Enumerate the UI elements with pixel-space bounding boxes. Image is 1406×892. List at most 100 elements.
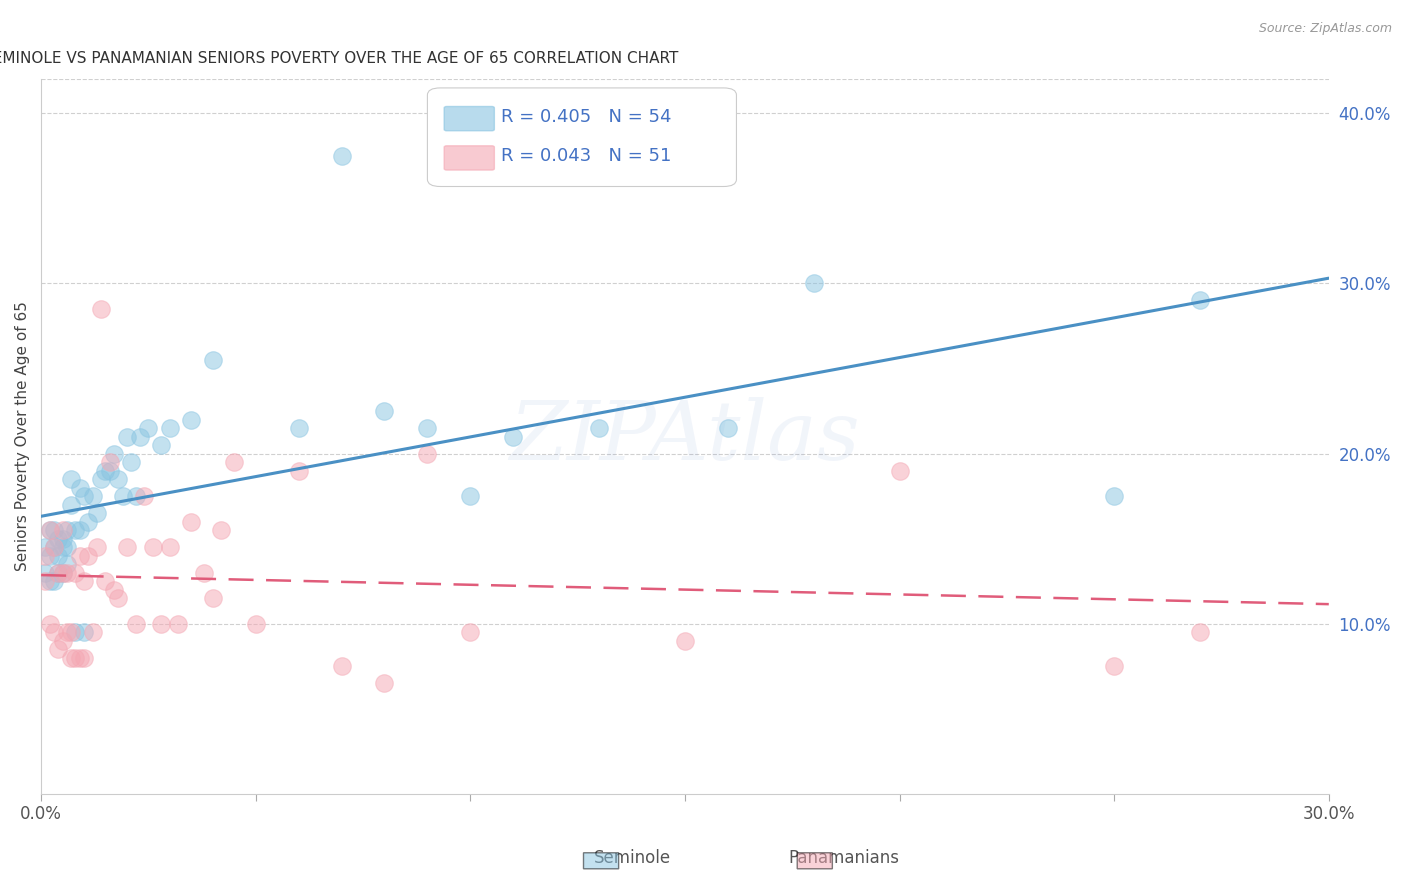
- Point: [46, 566, 69, 580]
- Point: [201, 353, 224, 368]
- Point: [82, 625, 104, 640]
- Point: [201, 591, 224, 605]
- Point: [98, 463, 121, 477]
- Point: [52, 540, 75, 554]
- Point: [56, 523, 79, 537]
- Point: [94, 463, 117, 477]
- Point: [34, 574, 56, 588]
- Point: [1188, 293, 1211, 308]
- Point: [150, 438, 173, 452]
- Point: [52, 566, 75, 580]
- Point: [56, 557, 79, 571]
- Point: [150, 616, 173, 631]
- Point: [115, 540, 138, 554]
- Point: [287, 421, 309, 435]
- Point: [159, 421, 181, 435]
- Point: [38, 549, 60, 563]
- Point: [193, 566, 215, 580]
- Y-axis label: Seniors Poverty Over the Age of 65: Seniors Poverty Over the Age of 65: [15, 301, 30, 572]
- Point: [69, 523, 91, 537]
- Point: [60, 472, 83, 486]
- Text: Source: ZipAtlas.com: Source: ZipAtlas.com: [1258, 22, 1392, 36]
- Point: [209, 523, 232, 537]
- Point: [416, 446, 439, 460]
- Point: [65, 523, 87, 537]
- Point: [65, 650, 87, 665]
- Point: [107, 472, 129, 486]
- Text: R = 0.405   N = 54: R = 0.405 N = 54: [501, 108, 671, 126]
- Point: [52, 633, 75, 648]
- Point: [46, 566, 69, 580]
- Point: [60, 625, 83, 640]
- Point: [38, 574, 60, 588]
- Point: [65, 625, 87, 640]
- Point: [73, 574, 96, 588]
- Point: [180, 412, 202, 426]
- Point: [69, 549, 91, 563]
- Point: [245, 616, 267, 631]
- Point: [107, 591, 129, 605]
- Point: [90, 301, 112, 316]
- Text: SEMINOLE VS PANAMANIAN SENIORS POVERTY OVER THE AGE OF 65 CORRELATION CHART: SEMINOLE VS PANAMANIAN SENIORS POVERTY O…: [0, 51, 679, 66]
- Point: [98, 455, 121, 469]
- Point: [128, 429, 150, 443]
- Point: [115, 429, 138, 443]
- Text: Seminole: Seminole: [595, 849, 671, 867]
- Point: [90, 472, 112, 486]
- Point: [52, 523, 75, 537]
- Point: [69, 481, 91, 495]
- Point: [46, 532, 69, 546]
- Point: [94, 574, 117, 588]
- Point: [69, 650, 91, 665]
- Text: ZIPAtlas: ZIPAtlas: [509, 397, 860, 476]
- Point: [103, 582, 125, 597]
- Point: [34, 540, 56, 554]
- FancyBboxPatch shape: [444, 145, 495, 170]
- Point: [373, 676, 395, 690]
- Point: [38, 523, 60, 537]
- Point: [159, 540, 181, 554]
- Point: [38, 523, 60, 537]
- Point: [73, 489, 96, 503]
- Point: [65, 566, 87, 580]
- Point: [56, 566, 79, 580]
- Point: [373, 404, 395, 418]
- FancyBboxPatch shape: [427, 88, 737, 186]
- Point: [124, 489, 146, 503]
- Point: [889, 463, 911, 477]
- Point: [56, 540, 79, 554]
- Point: [86, 540, 108, 554]
- Point: [460, 625, 482, 640]
- Point: [330, 149, 353, 163]
- Point: [77, 515, 100, 529]
- Point: [52, 532, 75, 546]
- Point: [167, 616, 190, 631]
- Point: [803, 277, 825, 291]
- Point: [138, 421, 160, 435]
- FancyBboxPatch shape: [444, 106, 495, 131]
- Point: [142, 540, 165, 554]
- Point: [42, 540, 65, 554]
- Point: [60, 650, 83, 665]
- Point: [56, 625, 79, 640]
- Point: [330, 659, 353, 673]
- Text: R = 0.043   N = 51: R = 0.043 N = 51: [501, 147, 671, 166]
- Point: [287, 463, 309, 477]
- Point: [588, 421, 610, 435]
- Point: [46, 549, 69, 563]
- Point: [134, 489, 156, 503]
- Point: [82, 489, 104, 503]
- Point: [1102, 489, 1125, 503]
- Point: [120, 455, 142, 469]
- Point: [86, 506, 108, 520]
- Point: [34, 566, 56, 580]
- Point: [673, 633, 696, 648]
- Point: [38, 616, 60, 631]
- Point: [180, 515, 202, 529]
- Point: [60, 498, 83, 512]
- Point: [1188, 625, 1211, 640]
- Point: [717, 421, 740, 435]
- Text: Panamanians: Panamanians: [789, 849, 898, 867]
- Point: [46, 642, 69, 657]
- Point: [111, 489, 134, 503]
